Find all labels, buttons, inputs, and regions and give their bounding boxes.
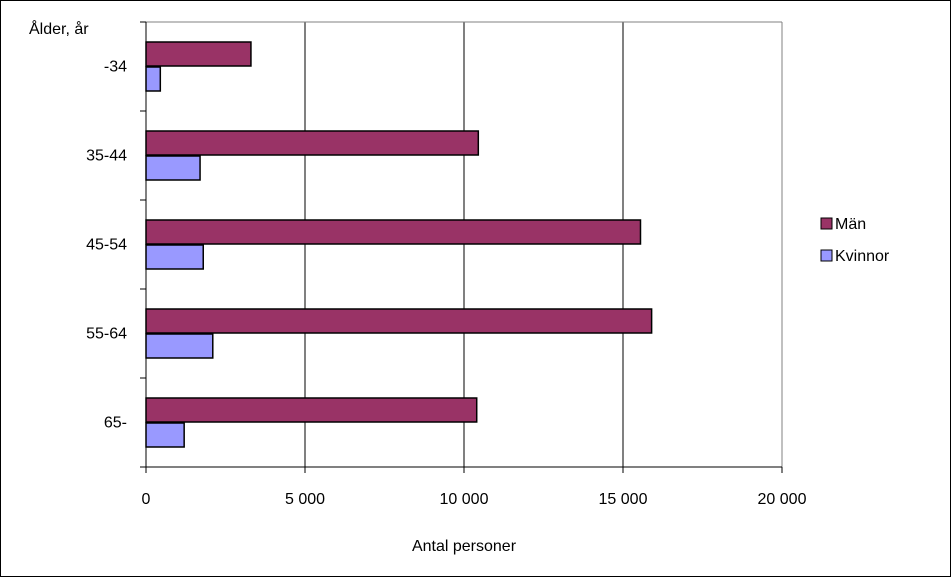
- legend-label: Män: [835, 216, 866, 233]
- bar-kvinnor: [145, 422, 185, 448]
- bar-man: [145, 308, 653, 334]
- x-tick-labels: 0 5 000 10 000 15 000 20 000: [142, 491, 807, 508]
- bars: [145, 41, 653, 448]
- y-tick-label: 35-44: [86, 148, 127, 165]
- bar-kvinnor: [145, 244, 204, 270]
- axes: [140, 21, 783, 473]
- bar-man: [145, 41, 252, 67]
- bar-kvinnor: [145, 66, 162, 92]
- bar-kvinnor: [145, 155, 201, 181]
- legend: Män Kvinnor: [820, 216, 890, 265]
- bar-man: [145, 130, 480, 156]
- legend-label: Kvinnor: [835, 248, 890, 265]
- y-tick-label: -34: [104, 59, 127, 76]
- legend-swatch: [820, 217, 833, 230]
- x-tick-label: 0: [142, 491, 151, 508]
- bar-man: [145, 397, 478, 423]
- y-tick-label: 45-54: [86, 237, 127, 254]
- x-tick-label: 15 000: [599, 491, 648, 508]
- bar-kvinnor: [145, 333, 214, 359]
- x-tick-label: 10 000: [440, 491, 489, 508]
- legend-swatch: [820, 249, 833, 262]
- y-tick-label: 55-64: [86, 326, 127, 343]
- x-tick-label: 20 000: [758, 491, 807, 508]
- bar-man: [145, 219, 642, 245]
- y-axis-title: Ålder, år: [29, 19, 89, 38]
- x-tick-label: 5 000: [285, 491, 325, 508]
- x-axis-title: Antal personer: [412, 538, 517, 555]
- y-tick-label: 65-: [104, 415, 127, 432]
- y-tick-labels: -34 35-44 45-54 55-64 65-: [86, 59, 127, 432]
